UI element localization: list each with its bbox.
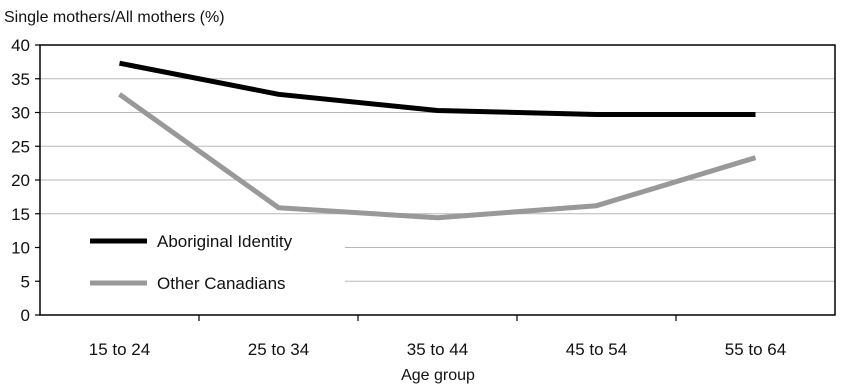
y-tick-label: 35: [11, 70, 30, 89]
series-line-1: [118, 92, 757, 221]
legend-label: Aboriginal Identity: [157, 232, 293, 251]
x-axis-title: Age group: [401, 367, 475, 384]
x-axis: 15 to 24 25 to 34 35 to 44 45 to 54 55 to 64: [89, 315, 786, 359]
series-line-0: [119, 60, 756, 117]
y-tick-label: 40: [11, 36, 30, 55]
y-tick-label: 0: [21, 306, 30, 325]
y-tick-label: 30: [11, 104, 30, 123]
y-tick-label: 20: [11, 171, 30, 190]
y-tick-label: 10: [11, 239, 30, 258]
x-tick-label: 25 to 34: [248, 340, 309, 359]
y-tick-label: 15: [11, 205, 30, 224]
y-axis-title: Single mothers/All mothers (%): [4, 9, 225, 26]
legend-label: Other Canadians: [157, 274, 286, 293]
y-tick-label: 25: [11, 137, 30, 156]
series-lines: [118, 60, 757, 221]
y-tick-label: 5: [21, 272, 30, 291]
y-axis: 0 5 10 15 20 25 30 35 40: [11, 36, 40, 325]
x-tick-label: 35 to 44: [407, 340, 468, 359]
legend: Aboriginal Identity Other Canadians: [90, 232, 293, 293]
x-tick-label: 45 to 54: [566, 340, 627, 359]
x-tick-label: 55 to 64: [725, 340, 786, 359]
x-tick-label: 15 to 24: [89, 340, 150, 359]
